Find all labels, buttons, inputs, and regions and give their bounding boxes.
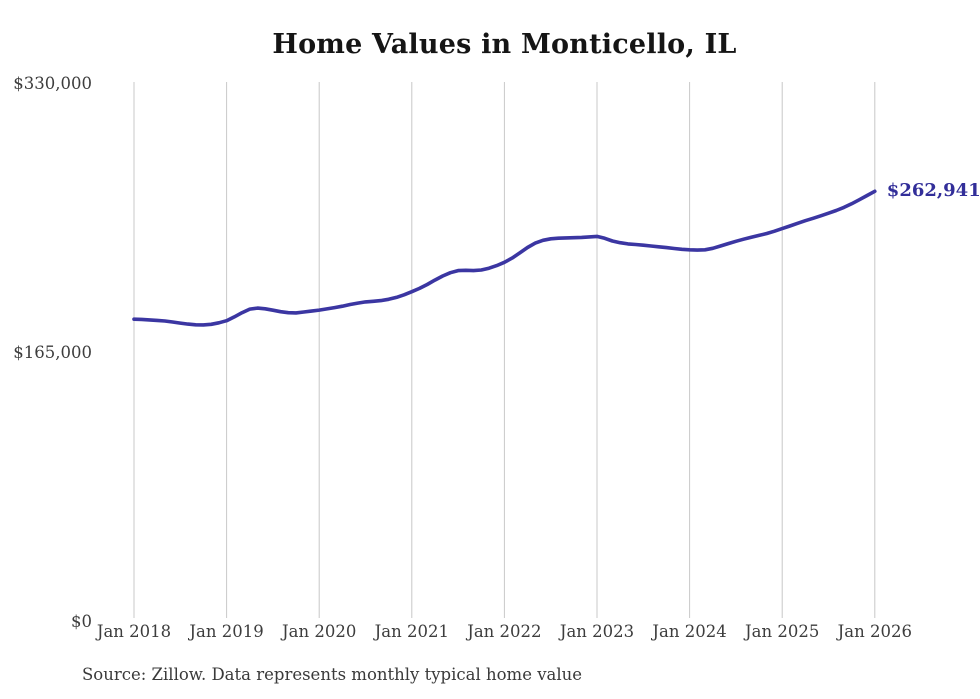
chart-title: Home Values in Monticello, IL bbox=[272, 29, 737, 60]
x-axis-tick-label: Jan 2021 bbox=[374, 622, 449, 641]
x-axis-tick-label: Jan 2018 bbox=[96, 622, 172, 641]
y-axis-tick-label: $0 bbox=[71, 612, 92, 631]
home-value-line-series bbox=[132, 189, 877, 327]
x-axis-tick-label: Jan 2022 bbox=[467, 622, 542, 641]
x-axis-tick-label: Jan 2019 bbox=[189, 622, 264, 641]
y-axis-tick-label: $165,000 bbox=[13, 343, 92, 362]
source-note: Source: Zillow. Data represents monthly … bbox=[82, 665, 583, 684]
latest-value-label: $262,941 bbox=[886, 180, 980, 202]
x-axis-tick-label: Jan 2026 bbox=[837, 622, 912, 641]
y-axis-tick-label: $330,000 bbox=[13, 74, 92, 93]
x-axis-tick-label: Jan 2025 bbox=[745, 622, 820, 641]
x-axis-tick-label: Jan 2023 bbox=[559, 622, 635, 641]
x-axis-tick-label: Jan 2024 bbox=[652, 622, 727, 641]
x-axis-tick-label: Jan 2020 bbox=[282, 622, 357, 641]
